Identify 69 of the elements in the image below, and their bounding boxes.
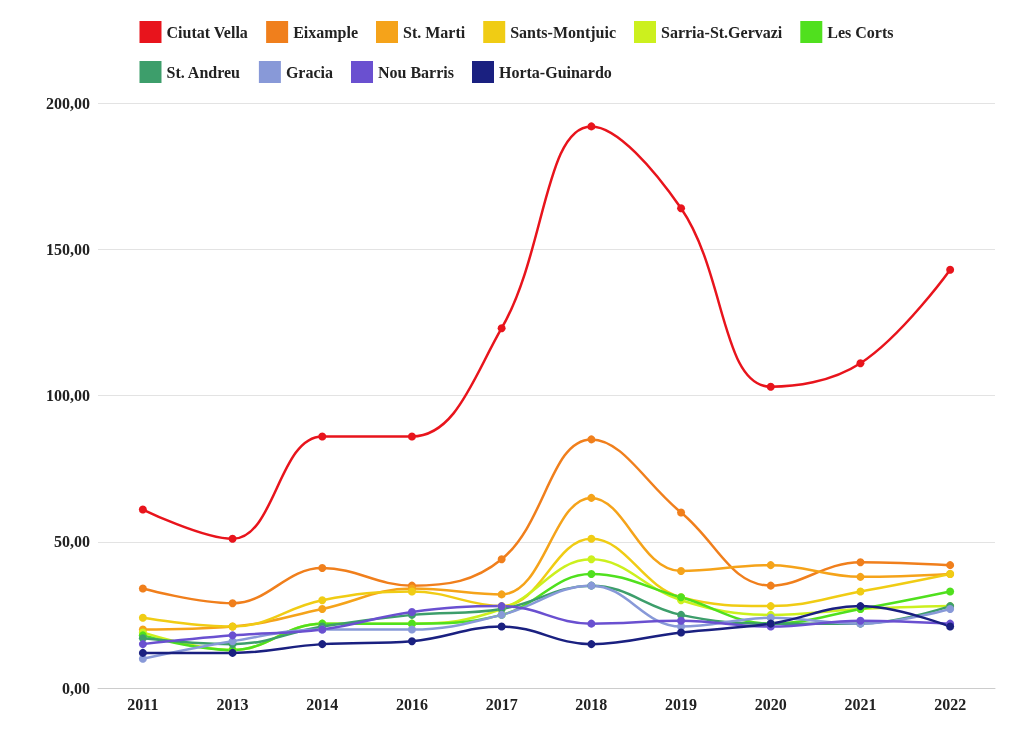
point bbox=[856, 359, 865, 368]
legend-label: St. Marti bbox=[403, 23, 466, 41]
x-tick-label: 2021 bbox=[844, 695, 877, 713]
y-tick-label: 50,00 bbox=[54, 533, 90, 551]
point bbox=[138, 648, 147, 657]
point bbox=[138, 584, 147, 593]
point bbox=[766, 581, 775, 590]
x-tick-label: 2018 bbox=[575, 695, 608, 713]
point bbox=[587, 534, 596, 543]
point bbox=[587, 555, 596, 564]
point bbox=[318, 605, 327, 614]
legend-label: Sants-Montjuic bbox=[510, 23, 616, 42]
point bbox=[766, 382, 775, 391]
point bbox=[946, 561, 955, 570]
point bbox=[587, 122, 596, 131]
point bbox=[138, 505, 147, 514]
point bbox=[407, 432, 416, 441]
legend-label: Les Corts bbox=[827, 23, 894, 41]
point bbox=[677, 567, 686, 575]
point bbox=[946, 587, 955, 596]
x-tick-label: 2016 bbox=[395, 695, 428, 713]
x-tick-label: 2013 bbox=[216, 695, 249, 713]
y-tick-label: 0,00 bbox=[62, 679, 90, 697]
legend-label: Nou Barris bbox=[377, 63, 454, 81]
point bbox=[677, 616, 686, 625]
point bbox=[766, 561, 775, 570]
y-tick-label: 150,00 bbox=[46, 240, 90, 258]
point bbox=[587, 435, 596, 444]
x-tick-label: 2011 bbox=[127, 695, 159, 713]
legend-label: Ciutat Vella bbox=[166, 23, 248, 41]
point bbox=[856, 572, 865, 581]
point bbox=[587, 619, 596, 628]
point bbox=[497, 324, 506, 333]
y-tick-label: 200,00 bbox=[46, 94, 90, 112]
point bbox=[856, 587, 865, 596]
x-tick-label: 2017 bbox=[485, 695, 518, 713]
x-tick-label: 2019 bbox=[665, 695, 698, 713]
point bbox=[318, 564, 327, 573]
x-tick-label: 2014 bbox=[306, 695, 339, 713]
point bbox=[856, 558, 865, 567]
point bbox=[407, 625, 416, 634]
point bbox=[318, 596, 327, 605]
point bbox=[318, 432, 327, 441]
legend-label: Horta-Guinardo bbox=[498, 63, 612, 81]
point bbox=[407, 637, 416, 646]
legend-label: Eixample bbox=[293, 23, 359, 42]
point bbox=[587, 640, 596, 649]
point bbox=[318, 640, 327, 649]
point bbox=[497, 622, 506, 631]
point bbox=[587, 569, 596, 578]
point bbox=[946, 265, 955, 274]
x-tick-label: 2022 bbox=[934, 695, 967, 713]
point bbox=[228, 599, 237, 608]
point bbox=[138, 613, 147, 622]
point bbox=[677, 508, 686, 517]
point bbox=[138, 640, 147, 649]
point bbox=[677, 628, 686, 637]
y-tick-label: 100,00 bbox=[46, 387, 90, 404]
legend-label: St. Andreu bbox=[166, 63, 241, 81]
point bbox=[228, 534, 237, 543]
point bbox=[497, 555, 506, 564]
point bbox=[587, 493, 596, 502]
point bbox=[228, 631, 237, 640]
point bbox=[766, 602, 775, 611]
point bbox=[677, 204, 686, 213]
point bbox=[497, 590, 506, 599]
legend-label: Sarria-St.Gervazi bbox=[661, 23, 783, 41]
legend-label: Gracia bbox=[285, 63, 333, 81]
x-tick-label: 2020 bbox=[754, 695, 787, 713]
